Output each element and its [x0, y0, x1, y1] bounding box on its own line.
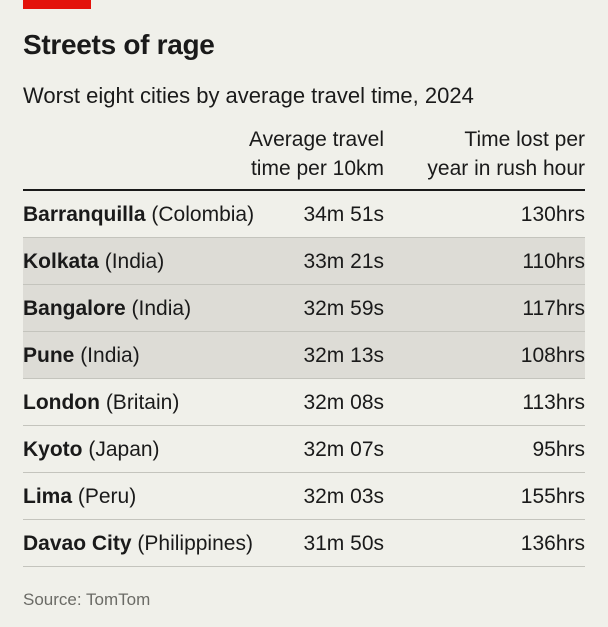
time-lost-cell: 117hrs: [522, 297, 585, 320]
city-cell: Kyoto (Japan): [23, 426, 160, 473]
table-row: Kolkata (India) 33m 21s 110hrs: [23, 238, 585, 285]
chart-subtitle: Worst eight cities by average travel tim…: [23, 83, 474, 108]
time-lost-cell: 136hrs: [520, 532, 585, 555]
travel-time-cell: 32m 03s: [303, 485, 384, 508]
table-body: Barranquilla (Colombia) 34m 51s 130hrs Kolk…: [23, 191, 585, 567]
column-header-time-lost: Time lost per year in rush hour: [427, 125, 585, 183]
city-country: (Colombia): [151, 203, 255, 226]
accent-bar: [23, 0, 91, 9]
time-lost-cell: 155hrs: [520, 485, 585, 508]
time-lost-cell: 108hrs: [520, 344, 585, 367]
city-name: Barranquilla: [23, 203, 146, 226]
column-header-travel-time-line2: time per 10km: [250, 157, 384, 180]
table-row: Lima (Peru) 32m 03s 155hrs: [23, 473, 585, 520]
city-country: (India): [131, 297, 192, 320]
table-row: London (Britain) 32m 08s 113hrs: [23, 379, 585, 426]
table-row: Bangalore (India) 32m 59s 117hrs: [23, 285, 585, 332]
travel-time-cell: 32m 08s: [303, 391, 384, 414]
column-header-time-lost-line2: year in rush hour: [427, 157, 585, 180]
travel-time-cell: 32m 07s: [303, 438, 384, 461]
city-name: London: [23, 391, 100, 414]
travel-time-cell: 32m 59s: [303, 297, 384, 320]
table-row: Pune (India) 32m 13s 108hrs: [23, 332, 585, 379]
city-country: (Britain): [105, 391, 180, 414]
city-cell: Pune (India): [23, 332, 140, 379]
time-lost-cell: 95hrs: [532, 438, 585, 461]
city-name: Kyoto: [23, 438, 83, 461]
city-name: Kolkata: [23, 250, 99, 273]
source-note: Source: TomTom: [23, 590, 151, 609]
city-cell: Davao City (Philippines): [23, 520, 253, 567]
city-name: Lima: [23, 485, 73, 508]
city-country: (India): [80, 344, 140, 367]
city-country: (India): [104, 250, 165, 273]
travel-time-cell: 33m 21s: [303, 250, 384, 273]
table-row: Barranquilla (Colombia) 34m 51s 130hrs: [23, 191, 585, 238]
city-country: (Peru): [77, 485, 137, 508]
city-name: Pune: [23, 344, 75, 367]
header-rule: [23, 189, 585, 191]
column-header-travel-time: Average travel time per 10km: [249, 125, 384, 183]
travel-time-cell: 31m 50s: [303, 532, 384, 555]
city-cell: Bangalore (India): [23, 285, 191, 332]
travel-time-cell: 34m 51s: [303, 203, 384, 226]
city-cell: London (Britain): [23, 379, 179, 426]
city-cell: Barranquilla (Colombia): [23, 191, 254, 238]
city-name: Bangalore: [23, 297, 126, 320]
chart-title: Streets of rage: [23, 29, 215, 60]
city-name: Davao City: [23, 532, 132, 555]
column-header-travel-time-line1: Average travel: [248, 128, 384, 151]
time-lost-cell: 113hrs: [522, 391, 585, 414]
city-cell: Lima (Peru): [23, 473, 136, 520]
city-country: (Philippines): [137, 532, 253, 555]
city-country: (Japan): [88, 438, 160, 461]
city-cell: Kolkata (India): [23, 238, 164, 285]
table-row: Davao City (Philippines) 31m 50s 136hrs: [23, 520, 585, 567]
time-lost-cell: 110hrs: [522, 250, 585, 273]
column-header-time-lost-line1: Time lost per: [464, 128, 585, 151]
time-lost-cell: 130hrs: [520, 203, 585, 226]
travel-time-cell: 32m 13s: [303, 344, 384, 367]
table-row: Kyoto (Japan) 32m 07s 95hrs: [23, 426, 585, 473]
